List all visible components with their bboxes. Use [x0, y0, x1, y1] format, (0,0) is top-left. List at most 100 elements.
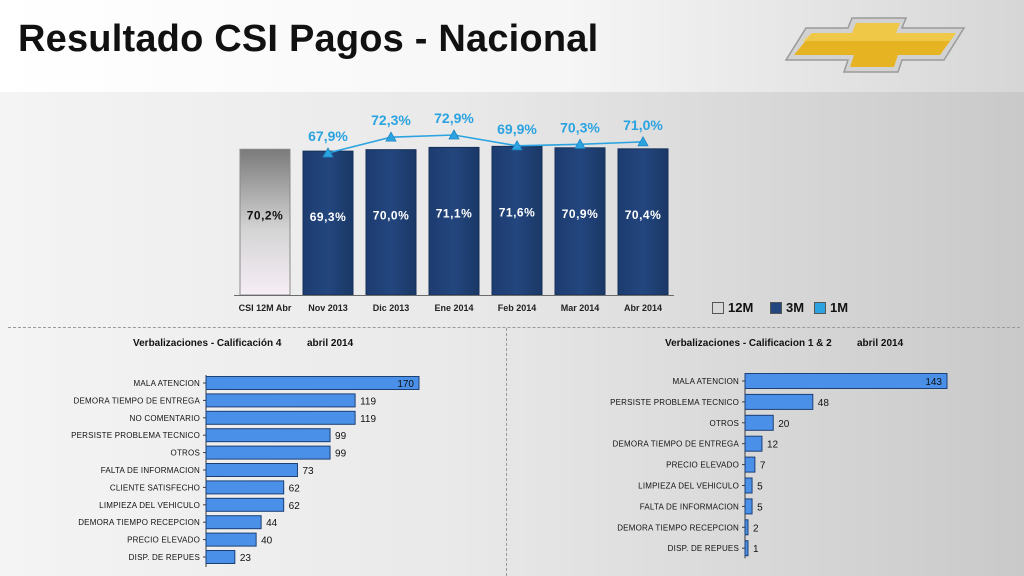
line-value-label-6: 71,0%	[623, 117, 663, 133]
x-tick-label-0: CSI 12M Abr	[239, 303, 292, 313]
hbar-value-label-4: 99	[335, 449, 347, 460]
hbar-value-label-5: 5	[757, 482, 763, 493]
hbar-7	[205, 497, 285, 512]
line-value-label-3: 72,9%	[434, 110, 474, 126]
page-title: Resultado CSI Pagos - Nacional	[18, 18, 599, 60]
category-label-6: FALTA DE INFORMACION	[640, 502, 739, 511]
hbar-value-label-3: 12	[767, 440, 779, 451]
category-label-5: FALTA DE INFORMACION	[101, 466, 200, 475]
section-divider-horizontal	[8, 327, 1020, 328]
hbar-value-label-7: 2	[753, 523, 759, 534]
series-line-1m	[327, 134, 644, 154]
hbar-value-label-6: 5	[757, 502, 763, 513]
hbar-4	[744, 456, 756, 473]
bar-value-label-1: 69,3%	[310, 210, 347, 224]
bar-value-label-3: 71,1%	[436, 206, 473, 220]
bar-value-label-2: 70,0%	[373, 209, 410, 223]
hbar-1	[205, 393, 356, 408]
hbar-value-label-8: 1	[753, 544, 759, 555]
x-tick-label-4: Feb 2014	[498, 303, 537, 313]
category-label-0: MALA ATENCION	[673, 377, 739, 386]
category-label-0: MALA ATENCION	[134, 379, 200, 388]
x-tick-label-5: Mar 2014	[561, 303, 600, 313]
category-label-3: DEMORA TIEMPO DE ENTREGA	[613, 440, 740, 449]
line-value-label-4: 69,9%	[497, 121, 537, 137]
bar-value-label-5: 70,9%	[562, 207, 599, 221]
category-label-5: LIMPIEZA DEL VEHICULO	[638, 482, 739, 491]
hbar-5	[744, 477, 753, 494]
category-label-4: PRECIO ELEVADO	[666, 461, 739, 470]
hbar-0	[744, 373, 948, 389]
hbar-7	[744, 519, 749, 536]
hbar-1	[744, 393, 814, 410]
hbar-6	[205, 480, 285, 495]
hbar-8	[205, 515, 262, 530]
line-point-6	[637, 136, 649, 147]
category-label-1: PERSISTE PROBLEMA TECNICO	[610, 398, 739, 407]
hbar-value-label-10: 23	[240, 553, 252, 564]
line-point-3	[448, 129, 460, 140]
x-tick-label-3: Ene 2014	[434, 303, 473, 313]
header-band: Resultado CSI Pagos - Nacional	[0, 0, 1024, 92]
hbar-value-label-0: 143	[925, 377, 942, 388]
hbar-6	[744, 498, 753, 515]
chart-subtitle: abril 2014	[857, 338, 904, 349]
hbar-value-label-2: 20	[778, 419, 790, 430]
bar-3	[428, 146, 480, 296]
hbar-value-label-7: 62	[289, 501, 301, 512]
chart-title: Verbalizaciones - Calificacion 1 & 2	[665, 338, 832, 349]
legend-label-1m: 1M	[830, 300, 849, 315]
hbar-value-label-1: 48	[818, 398, 830, 409]
line-value-label-2: 72,3%	[371, 112, 411, 128]
hbar-value-label-1: 119	[360, 396, 376, 407]
line-point-4	[511, 139, 523, 151]
hbar-value-label-2: 119	[360, 414, 376, 425]
chevrolet-bowtie-icon	[784, 17, 966, 73]
category-label-3: PERSISTE PROBLEMA TECNICO	[71, 431, 200, 440]
bar-4	[491, 145, 543, 296]
hbar-value-label-6: 62	[289, 483, 301, 494]
hbar-2	[205, 410, 356, 425]
legend-label-12m: 12M	[728, 300, 754, 315]
line-point-2	[385, 131, 397, 142]
hbar-value-label-3: 99	[335, 431, 347, 442]
line-point-1	[322, 147, 334, 158]
legend-label-3m: 3M	[786, 300, 805, 315]
line-value-label-5: 70,3%	[560, 119, 600, 135]
verbalizaciones-calificacion-1-2-chart: Verbalizaciones - Calificacion 1 & 2 abri…	[610, 338, 948, 559]
category-label-4: OTROS	[171, 449, 200, 458]
chart-title: Verbalizaciones - Calificación 4	[133, 338, 282, 349]
hbar-value-label-9: 40	[261, 536, 273, 547]
category-label-2: OTROS	[710, 419, 739, 428]
section-divider-vertical	[506, 328, 507, 576]
monthly-csi-bar-chart: 70,2% CSI 12M Abr 69,3% Nov 2013 70,0% Dic 20…	[234, 110, 674, 313]
bar-value-label-6: 70,4%	[625, 208, 662, 222]
legend-swatch-3m	[770, 302, 782, 314]
category-label-7: LIMPIEZA DEL VEHICULO	[99, 501, 200, 510]
legend-swatch-1m	[814, 302, 826, 314]
category-label-8: DEMORA TIEMPO RECEPCION	[78, 518, 200, 527]
chart-subtitle: abril 2014	[307, 338, 354, 349]
hbar-5	[205, 463, 298, 477]
category-label-6: CLIENTE SATISFECHO	[110, 483, 200, 492]
hbar-9	[205, 532, 257, 547]
hbar-3	[744, 435, 763, 452]
hbar-4	[205, 445, 331, 460]
hbar-10	[205, 550, 236, 564]
hbar-2	[744, 414, 774, 431]
bar-1	[302, 150, 354, 296]
category-label-2: NO COMENTARIO	[130, 414, 200, 423]
category-label-9: PRECIO ELEVADO	[127, 536, 200, 545]
bar-value-label-4: 71,6%	[499, 205, 536, 219]
verbalizaciones-calificacion-4-chart: Verbalizaciones - Calificación 4 abril 20…	[71, 338, 420, 567]
category-label-7: DEMORA TIEMPO RECEPCION	[617, 523, 739, 532]
category-label-10: DISP. DE REPUES	[129, 553, 200, 562]
hbar-value-label-5: 73	[302, 466, 314, 477]
x-tick-label-2: Dic 2013	[373, 303, 410, 313]
category-label-1: DEMORA TIEMPO DE ENTREGA	[74, 396, 201, 405]
line-point-5	[574, 138, 586, 149]
bar-6	[617, 148, 669, 296]
line-value-label-1: 67,9%	[308, 128, 348, 144]
x-tick-label-1: Nov 2013	[308, 303, 348, 313]
hbar-3	[205, 428, 331, 443]
